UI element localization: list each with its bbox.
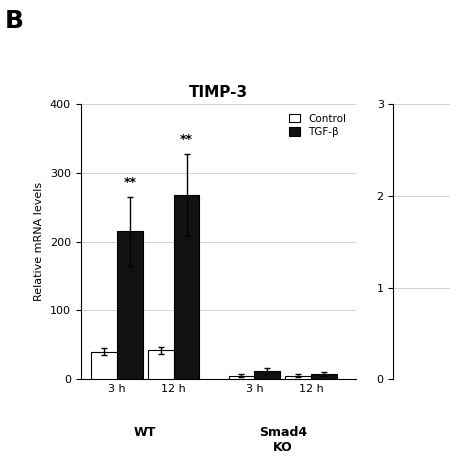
Text: B: B bbox=[5, 9, 24, 34]
Bar bbox=[311, 374, 337, 379]
Text: **: ** bbox=[180, 133, 193, 146]
Title: TIMP-3: TIMP-3 bbox=[189, 85, 247, 100]
Legend: Control, TGF-β: Control, TGF-β bbox=[285, 109, 350, 141]
Bar bbox=[285, 376, 311, 379]
Bar bbox=[148, 350, 173, 379]
Bar bbox=[117, 231, 143, 379]
Text: WT: WT bbox=[134, 426, 156, 439]
Text: **: ** bbox=[123, 176, 137, 189]
Bar bbox=[228, 376, 255, 379]
Bar bbox=[255, 371, 280, 379]
Bar bbox=[91, 352, 117, 379]
Text: Smad4
KO: Smad4 KO bbox=[259, 426, 307, 454]
Y-axis label: Relative mRNA levels: Relative mRNA levels bbox=[34, 182, 44, 301]
Bar bbox=[173, 195, 200, 379]
